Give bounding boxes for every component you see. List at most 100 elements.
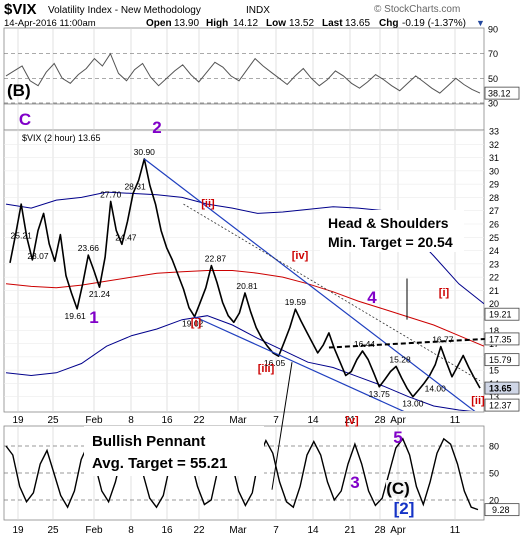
chg-value: -0.19 (-1.37%) [402, 18, 466, 29]
bottom-last-value-label: 9.28 [492, 505, 510, 515]
watermark: © StockCharts.com [374, 4, 460, 15]
y-tick-label: 28 [489, 193, 499, 203]
chg-label: Chg [379, 18, 398, 29]
high-value: 14.12 [233, 18, 258, 29]
x-tick-label-bottom: 11 [450, 525, 461, 536]
x-tick-label-main: 8 [128, 415, 134, 426]
falling-wedge-lower-line [194, 316, 405, 411]
spacer-panel-frame [3, 103, 485, 131]
low-label: Low [266, 18, 286, 29]
x-tick-label-main: 11 [450, 415, 461, 426]
moving-average-line [5, 270, 484, 347]
y-tick-label: 18 [489, 326, 499, 336]
right-axis-value-tag [484, 398, 520, 412]
y-tick-label: 15 [489, 366, 499, 376]
wave-label-purple: C [19, 110, 31, 129]
x-tick-label-bottom: Feb [85, 525, 103, 536]
price-point-label: 27.70 [100, 189, 122, 199]
x-tick-label-main: 19 [12, 415, 24, 426]
x-tick-label-bottom: 21 [344, 525, 356, 536]
y-tick-label: 33 [489, 127, 499, 137]
right-axis-value-label: 17.35 [489, 334, 512, 344]
price-point-label: 23.07 [27, 251, 49, 261]
x-tick-label-bottom: 16 [161, 525, 173, 536]
top-y-tick-label: 70 [488, 49, 498, 59]
right-axis-value-tag [484, 332, 520, 346]
bottom-y-tick-label: 20 [489, 496, 499, 506]
x-tick-label-bottom: 19 [12, 525, 24, 536]
bullish-pennant-pointer [271, 362, 293, 490]
top-last-value-label: 38.12 [488, 89, 511, 99]
head-shoulders-title: Head & Shoulders [328, 215, 449, 231]
y-tick-label: 29 [489, 180, 499, 190]
x-tick-label-main: Mar [229, 415, 247, 426]
x-tick-label-bottom: 25 [47, 525, 59, 536]
price-point-label: 24.47 [115, 232, 137, 242]
y-tick-label: 31 [489, 153, 499, 163]
bullish-pennant-title: Bullish Pennant [92, 433, 205, 450]
open-value: 13.90 [174, 18, 199, 29]
price-point-label: 13.00 [402, 399, 424, 409]
right-axis-value-label: 15.79 [489, 355, 512, 365]
price-point-label: 16.44 [354, 339, 376, 349]
y-tick-label: 30 [489, 166, 499, 176]
y-tick-label: 25 [489, 233, 499, 243]
right-axis-value-tag [484, 381, 520, 395]
index-name: Volatility Index - New Methodology [48, 5, 201, 16]
top-panel-tag: (B) [7, 81, 31, 100]
wave-label-blue: (C) [386, 479, 410, 498]
y-tick-label: 23 [489, 259, 499, 269]
exchange-label: INDX [246, 5, 270, 16]
price-point-label: 15.28 [389, 354, 411, 364]
x-tick-label-bottom: 7 [273, 525, 279, 536]
price-point-label: 16.05 [264, 358, 286, 368]
price-point-label: 25.21 [11, 230, 33, 240]
wave-label-red: [v] [345, 415, 359, 427]
price-point-label: 28.31 [124, 181, 146, 191]
high-label: High [206, 18, 228, 29]
price-point-label: 19.02 [182, 319, 204, 329]
low-value: 13.52 [289, 18, 314, 29]
x-tick-label-main: 28 [374, 415, 386, 426]
last-value: 13.65 [345, 18, 370, 29]
vix-price-line [9, 158, 481, 398]
bullish-pennant-box [84, 426, 264, 476]
price-point-label: 14.00 [425, 383, 447, 393]
wave-label-red: [ii] [471, 395, 485, 407]
falling-wedge-upper-line [143, 158, 476, 411]
x-tick-label-bottom: 22 [193, 525, 205, 536]
y-tick-label: 27 [489, 206, 499, 216]
x-tick-label-bottom: Mar [229, 525, 247, 536]
top-oscillator-line [5, 52, 481, 94]
price-point-label: 22.87 [205, 254, 227, 264]
price-panel: $VIX (2 hour) 13.65 33 32 31 30 29 28 27 26 25 24… [5, 127, 499, 411]
y-tick-label: 21 [489, 286, 499, 296]
head-shoulders-target: Min. Target = 20.54 [328, 234, 453, 250]
price-point-label: 16.77 [432, 335, 454, 345]
symbol-label: $VIX [4, 1, 37, 18]
bullish-pennant-target: Avg. Target = 55.21 [92, 455, 227, 472]
lower-band-line [5, 315, 473, 411]
price-point-label: 20.81 [236, 281, 258, 291]
x-tick-label-main: Feb [85, 415, 103, 426]
datetime-label: 14-Apr-2016 11:00am [4, 18, 96, 29]
price-point-label: 19.61 [65, 311, 87, 321]
x-tick-label-main: 16 [161, 415, 173, 426]
right-axis-value-tag [484, 353, 520, 367]
wave-label-red: [i] [191, 317, 202, 329]
price-point-label: 23.66 [78, 243, 100, 253]
wave-label-red: [ii] [201, 198, 215, 210]
overlay-layer: 23.07 25.21 19.61 23.66 21.24 27.70 24.47 28.31… [11, 110, 520, 518]
price-point-label: 30.90 [134, 147, 156, 157]
bottom-y-tick-label: 50 [489, 469, 499, 479]
x-tick-label-bottom: Apr [390, 525, 406, 536]
bottom-last-value-tag [484, 503, 520, 517]
chg-dropdown-icon: ▼ [476, 18, 485, 28]
last-label: Last [322, 18, 343, 29]
open-label: Open [146, 18, 172, 29]
chart-header: $VIX Volatility Index - New Methodology … [4, 1, 485, 29]
top-y-tick-label: 90 [488, 25, 498, 35]
y-tick-label: 13 [489, 392, 499, 402]
